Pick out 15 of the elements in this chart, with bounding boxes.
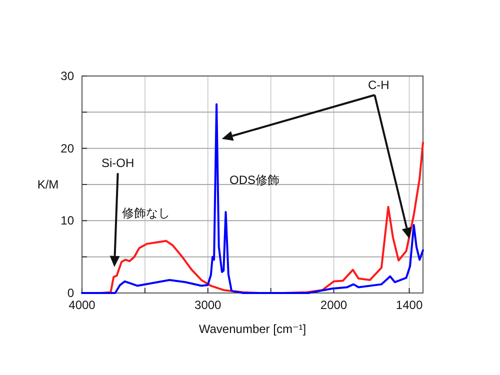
x-axis-title: Wavenumber [cm⁻¹] (198, 322, 306, 336)
y-tick-label: 10 (60, 214, 74, 228)
series-label: ODS修飾 (230, 173, 280, 188)
x-tick-label: 3000 (194, 298, 222, 312)
x-tick-label: 1400 (396, 298, 423, 312)
y-tick-label: 0 (67, 286, 74, 300)
annotation: C-H (368, 78, 390, 92)
y-axis-title: K/M (37, 178, 59, 192)
line-series (81, 103, 424, 294)
series-label: 修飾なし (122, 206, 170, 220)
x-tick-label: 2000 (320, 298, 348, 312)
annotation: Si-OH (101, 156, 134, 170)
y-tick-label: 20 (60, 141, 74, 156)
y-tick-label: 30 (60, 69, 74, 83)
x-tick-label: 4000 (68, 298, 96, 312)
